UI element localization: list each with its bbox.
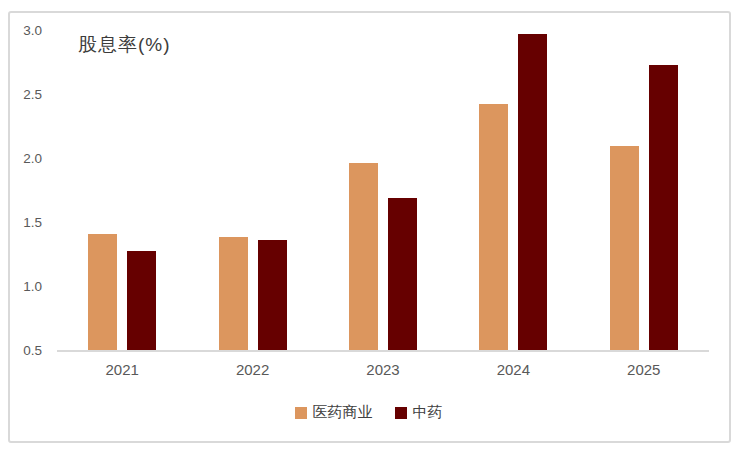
bar-2021-series-0 <box>88 234 117 350</box>
bar-2025-series-0 <box>610 146 639 350</box>
legend-label: 医药商业 <box>313 403 373 422</box>
bar-2025-series-1 <box>649 65 678 350</box>
x-axis-line <box>57 350 709 352</box>
chart-legend: 医药商业 中药 <box>8 403 729 422</box>
chart-title: 股息率(%) <box>78 32 171 58</box>
x-tick-label-2022: 2022 <box>187 361 317 378</box>
legend-swatch-icon <box>295 407 307 419</box>
legend-label: 中药 <box>413 403 443 422</box>
y-tick-label: 3.0 <box>8 24 42 38</box>
y-tick-label: 2.5 <box>8 88 42 102</box>
bar-2021-series-1 <box>127 251 156 350</box>
legend-swatch-icon <box>395 407 407 419</box>
bar-2023-series-1 <box>388 198 417 350</box>
bar-2022-series-0 <box>219 237 248 350</box>
legend-item-1: 中药 <box>395 403 443 422</box>
x-tick-label-2021: 2021 <box>57 361 187 378</box>
bar-2022-series-1 <box>258 240 287 350</box>
x-tick-label-2025: 2025 <box>579 361 709 378</box>
y-tick-label: 0.5 <box>8 344 42 358</box>
x-tick-label-2023: 2023 <box>318 361 448 378</box>
bar-2024-series-0 <box>479 104 508 350</box>
y-tick-label: 2.0 <box>8 152 42 166</box>
legend-item-0: 医药商业 <box>295 403 373 422</box>
y-tick-label: 1.0 <box>8 280 42 294</box>
y-tick-label: 1.5 <box>8 216 42 230</box>
bar-2024-series-1 <box>518 34 547 350</box>
x-tick-label-2024: 2024 <box>448 361 578 378</box>
bar-2023-series-0 <box>349 163 378 350</box>
dividend-yield-bar-chart: 股息率(%) 0.51.01.52.02.53.0 20212022202320… <box>0 0 739 452</box>
